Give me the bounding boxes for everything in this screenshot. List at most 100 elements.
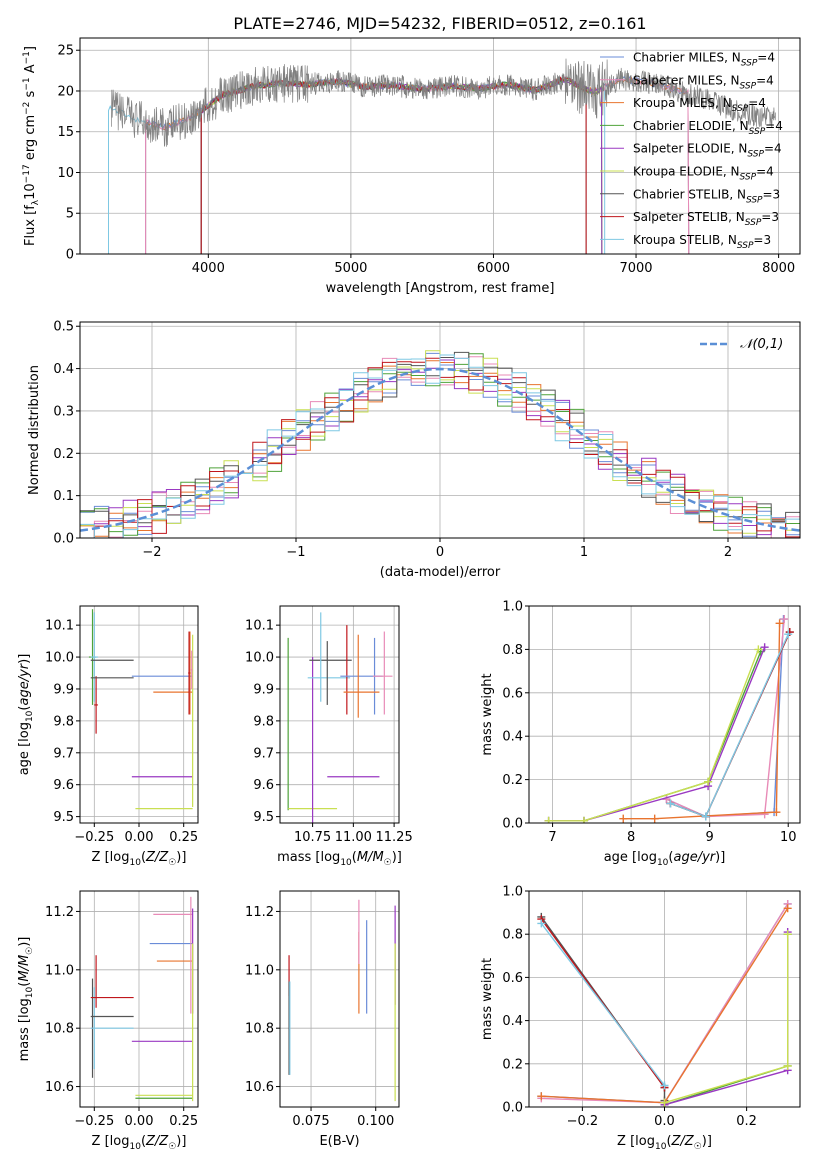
model-line — [200, 76, 603, 254]
plot-area — [537, 899, 792, 1107]
x-tick-label: 7 — [548, 830, 556, 845]
weight-marker — [650, 814, 659, 823]
plot-area — [544, 615, 794, 823]
legend-label: Chabrier MILES, NSSP​=4 — [633, 51, 775, 69]
weight-marker — [783, 904, 792, 913]
x-axis-label: Z [log10​(Z/Z☉​)] — [617, 1134, 712, 1152]
gaussian-curve — [80, 367, 800, 532]
chart-spectrum: 4000 5000 6000 7000 8000 0 5 10 15 20 25 wavelength… — [22, 37, 801, 296]
weight-marker — [783, 930, 792, 939]
plot-area — [107, 58, 776, 254]
y-tick-label: 11.0 — [45, 963, 74, 978]
x-axis-label: (data-model)/error — [380, 565, 501, 580]
weight-line — [664, 932, 789, 1106]
x-tick-label: 0.2 — [736, 1114, 757, 1129]
y-axis-label: mass [log10​(M/M☉​)] — [17, 937, 35, 1062]
y-tick-label: 1.0 — [502, 885, 523, 900]
model-line — [200, 76, 587, 254]
y-tick-label: 10.8 — [245, 1022, 274, 1037]
data-line — [111, 58, 776, 147]
y-tick-label: 10.1 — [245, 619, 274, 634]
legend-label: Kroupa ELODIE, NSSP​=4 — [633, 165, 774, 183]
model-line — [200, 76, 603, 254]
chart-mass-vs-EBV: 0.075 0.100 10.6 10.8 11.0 11.2 E(B-V) — [245, 890, 400, 1149]
y-tick-label: 9.6 — [253, 778, 274, 793]
x-tick-label: 8 — [627, 830, 635, 845]
y-tick-label: 0.6 — [502, 971, 523, 986]
weight-line — [548, 649, 760, 822]
x-tick-label: 7000 — [619, 261, 652, 276]
x-tick-label: 8000 — [762, 261, 795, 276]
y-tick-label: 11.0 — [245, 963, 274, 978]
legend-label: Salpeter STELIB, NSSP​=3 — [633, 210, 779, 228]
model-line — [107, 76, 606, 254]
chart-age-vs-mass: 10.75 11.00 11.25 9.5 9.6 9.7 9.8 9.9 10.0 10.1 ma… — [245, 605, 413, 868]
weight-marker — [537, 919, 546, 928]
y-tick-label: 0 — [66, 248, 74, 263]
x-tick-label: 11.25 — [376, 830, 413, 845]
weight-marker — [579, 816, 588, 823]
weight-marker — [660, 1098, 669, 1107]
legend-label: Salpeter MILES, NSSP​=4 — [633, 73, 774, 91]
weight-marker — [544, 816, 553, 823]
weight-marker — [760, 810, 769, 819]
y-tick-label: 0.6 — [502, 686, 523, 701]
y-tick-label: 11.2 — [45, 905, 74, 920]
legend-label: Kroupa MILES, NSSP​=4 — [633, 96, 766, 114]
y-tick-label: 9.9 — [253, 682, 274, 697]
weight-marker — [754, 645, 763, 654]
x-tick-label: 0.100 — [357, 1114, 394, 1129]
legend-label: Chabrier STELIB, NSSP​=3 — [633, 187, 780, 205]
y-tick-label: 0.8 — [502, 928, 523, 943]
y-axis-label: Normed distribution — [27, 365, 42, 495]
weight-line — [548, 646, 766, 822]
y-tick-label: 20 — [57, 84, 74, 99]
x-axis-label: Z [log10​(Z/Z☉​)] — [92, 850, 187, 868]
y-tick-label: 10.8 — [45, 1022, 74, 1037]
axes-frame — [279, 890, 400, 1108]
x-axis-label: wavelength [Angstrom, rest frame] — [326, 281, 555, 296]
x-axis-label: mass [log10​(M/M☉​)] — [277, 850, 402, 868]
y-tick-label: 15 — [57, 125, 74, 140]
y-tick-label: 0.3 — [53, 404, 74, 419]
weight-marker — [760, 643, 769, 652]
x-tick-label: −0.2 — [567, 1114, 599, 1129]
x-axis-label: age [log10​(age/yr)] — [604, 850, 726, 868]
plot-area — [90, 896, 194, 1102]
chart-weights-vs-age: 7 8 9 10 0.0 0.2 0.4 0.6 0.8 1.0 age [log10​(age/y… — [480, 600, 801, 868]
y-axis-label: Flux [fλ​10−17​ erg cm−2​ s−1​ A−1​] — [22, 46, 41, 246]
y-tick-label: 10.6 — [45, 1080, 74, 1095]
y-tick-label: 9.9 — [53, 682, 74, 697]
x-tick-label: 5000 — [334, 261, 367, 276]
weight-marker — [619, 814, 628, 823]
y-tick-label: 5 — [66, 207, 74, 222]
weight-marker — [701, 812, 710, 821]
axes-frame — [79, 37, 801, 255]
y-tick-label: 9.7 — [53, 746, 74, 761]
legend-label: Salpeter ELODIE, NSSP​=4 — [633, 142, 782, 160]
y-tick-label: 0.0 — [502, 817, 523, 832]
axes-frame — [279, 605, 400, 824]
y-tick-label: 0.4 — [502, 730, 523, 745]
legend-label: 𝒩(0,1) — [740, 337, 783, 352]
y-tick-label: 0.4 — [502, 1014, 523, 1029]
y-tick-label: 1.0 — [502, 600, 523, 615]
y-tick-label: 9.8 — [253, 714, 274, 729]
plot-area — [88, 609, 194, 810]
x-tick-label: 10 — [780, 830, 797, 845]
y-tick-label: 10.6 — [245, 1080, 274, 1095]
y-tick-label: 9.5 — [253, 810, 274, 825]
y-tick-label: 9.8 — [53, 714, 74, 729]
weight-marker — [772, 808, 781, 817]
weight-line — [540, 922, 666, 1086]
model-line — [200, 77, 587, 254]
legend: Chabrier MILES, NSSP​=4 Salpeter MILES, N… — [600, 51, 783, 251]
x-tick-label: 9 — [706, 830, 714, 845]
histogram-series — [80, 354, 800, 538]
chart-weights-vs-Z: −0.2 0.0 0.2 0.0 0.2 0.4 0.6 0.8 1.0 Z [log10​(Z/… — [480, 885, 801, 1152]
x-tick-label: 2 — [724, 545, 732, 560]
chart-mass-vs-Z: −0.25 0.00 0.25 10.6 10.8 11.0 11.2 Z [log10​(Z… — [17, 890, 199, 1152]
x-tick-label: 6000 — [477, 261, 510, 276]
weight-line — [664, 934, 789, 1106]
y-tick-label: 9.7 — [253, 746, 274, 761]
